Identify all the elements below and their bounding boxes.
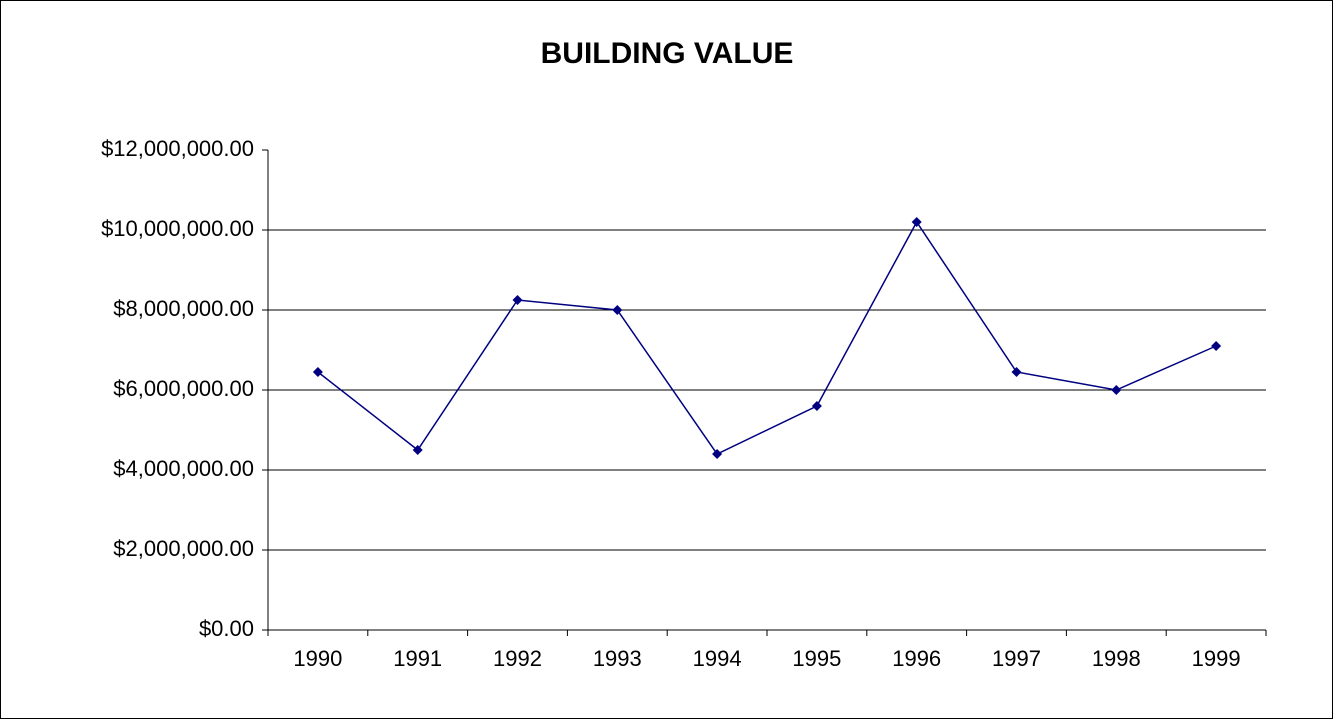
x-tick-label: 1995 [792,646,841,671]
data-point [712,449,723,459]
data-point [811,401,822,411]
y-tick-label: $12,000,000.00 [101,136,254,161]
y-tick-label: $2,000,000.00 [113,536,254,561]
data-point [1011,367,1022,377]
data-point [312,367,323,377]
x-tick-label: 1990 [293,646,342,671]
y-tick-label: $4,000,000.00 [113,456,254,481]
x-tick-label: 1997 [992,646,1041,671]
data-point [412,445,423,455]
data-point [1111,385,1122,395]
x-tick-label: 1998 [1092,646,1141,671]
x-tick-label: 1991 [393,646,442,671]
x-tick-label: 1996 [892,646,941,671]
series-line [317,220,1217,455]
data-point [1211,341,1222,351]
y-tick-label: $6,000,000.00 [113,376,254,401]
data-point [911,217,922,227]
x-tick-label: 1994 [693,646,742,671]
y-tick-label: $0.00 [199,616,254,641]
x-tick-label: 1993 [593,646,642,671]
data-point [512,295,523,305]
y-tick-label: $10,000,000.00 [101,216,254,241]
x-tick-label: 1999 [1192,646,1241,671]
x-tick-label: 1992 [493,646,542,671]
y-tick-label: $8,000,000.00 [113,296,254,321]
chart-title: BUILDING VALUE [541,37,794,70]
data-point [612,305,623,315]
